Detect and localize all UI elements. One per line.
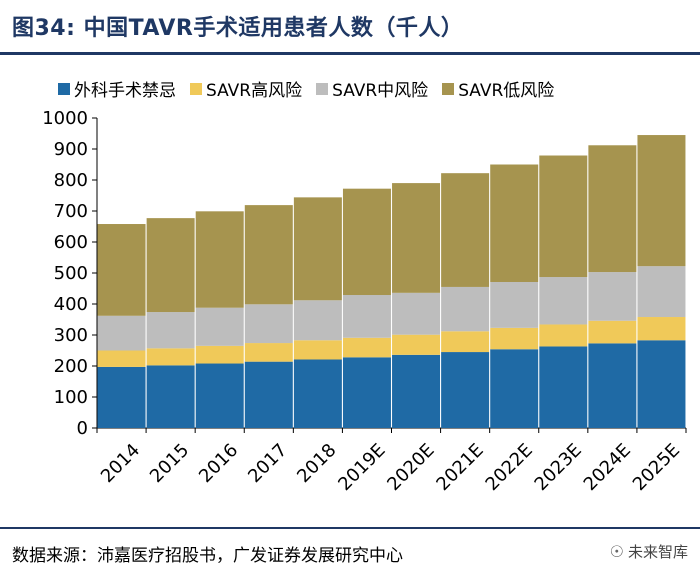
bar-segment: [293, 359, 342, 428]
data-source: 数据来源：沛嘉医疗招股书，广发证券发展研究中心: [12, 546, 403, 566]
x-tick-label: 2020E: [383, 440, 438, 495]
y-tick-label: 1000: [42, 108, 88, 129]
bar-segment: [490, 164, 539, 282]
bar-segment: [342, 295, 391, 338]
legend-item: SAVR低风险: [442, 76, 554, 101]
x-tick-label: 2016: [195, 440, 242, 487]
bar-segment: [441, 286, 490, 332]
y-tick-label: 100: [54, 387, 88, 408]
bar-segment: [146, 365, 195, 428]
bar-segment: [342, 357, 391, 428]
bar-segment: [539, 155, 588, 278]
y-tick-label: 500: [54, 263, 88, 284]
bar-segment: [588, 272, 637, 321]
bar-segment: [441, 173, 490, 287]
bar-segment: [588, 343, 637, 428]
bar-segment: [244, 343, 293, 362]
legend-item: SAVR中风险: [316, 76, 428, 101]
x-tick-label: 2017: [244, 440, 291, 487]
legend: 外科手术禁忌 SAVR高风险 SAVR中风险 SAVR低风险: [58, 76, 568, 101]
bar-segment: [392, 334, 441, 355]
legend-swatch: [316, 82, 329, 95]
bar-segment: [293, 300, 342, 341]
legend-swatch: [190, 82, 202, 95]
y-tick-label: 800: [54, 170, 88, 191]
x-tick-label: 2022E: [482, 440, 537, 495]
bar-segment: [97, 350, 146, 367]
legend-label: SAVR高风险: [206, 81, 303, 101]
bar-segment: [441, 352, 490, 428]
bar-segment: [490, 281, 539, 328]
bar-segment: [392, 292, 441, 335]
title-divider: [0, 52, 700, 55]
legend-swatch: [442, 82, 455, 95]
bar-segment: [588, 320, 637, 344]
legend-label: 外科手术禁忌: [74, 81, 176, 101]
bar-segment: [490, 327, 539, 350]
bar-segment: [244, 304, 293, 344]
source-divider: [0, 527, 700, 529]
legend-item: 外科手术禁忌: [58, 76, 176, 101]
brand-label: 未来智库: [627, 543, 688, 561]
legend-label: SAVR中风险: [332, 81, 429, 101]
bar-segment: [97, 366, 146, 428]
bar-segment: [293, 197, 342, 301]
y-tick-label: 600: [54, 232, 88, 253]
x-tick-label: 2019E: [334, 440, 389, 495]
wechat-icon: ☉: [609, 542, 624, 561]
bar-segment: [637, 317, 686, 341]
bar-segment: [637, 135, 686, 267]
x-tick-label: 2023E: [531, 440, 586, 495]
x-tick-label: 2015: [146, 440, 193, 487]
x-tick-label: 2025E: [629, 440, 684, 495]
legend-label: SAVR低风险: [458, 81, 555, 101]
bar-segment: [195, 307, 244, 346]
x-tick-label: 2014: [97, 440, 144, 487]
x-tick-label: 2024E: [580, 440, 635, 495]
bar-segment: [637, 266, 686, 318]
legend-swatch: [58, 82, 70, 95]
chart-title: 图34: 中国TAVR手术适用患者人数（千人）: [12, 16, 464, 41]
bar-segment: [146, 348, 195, 366]
y-tick-label: 900: [54, 139, 88, 160]
bar-segment: [392, 354, 441, 428]
bar-segment: [146, 312, 195, 349]
bar-segment: [539, 277, 588, 325]
bar-segment: [244, 361, 293, 428]
bar-segment: [244, 205, 293, 305]
bar-segment: [195, 211, 244, 308]
bar-segment: [195, 363, 244, 428]
bar-segment: [588, 145, 637, 273]
bar-segment: [342, 337, 391, 358]
bar-segment: [146, 218, 195, 313]
brand-watermark: ☉ 未来智库: [610, 541, 688, 562]
bar-segment: [342, 188, 391, 296]
bar-segment: [97, 224, 146, 316]
bar-segment: [539, 324, 588, 347]
bar-segment: [392, 183, 441, 293]
bar-segment: [490, 349, 539, 428]
bar-segment: [441, 331, 490, 353]
y-tick-label: 300: [54, 325, 88, 346]
y-tick-label: 700: [54, 201, 88, 222]
x-tick-label: 2021E: [432, 440, 487, 495]
bar-segment: [195, 345, 244, 364]
legend-item: SAVR高风险: [190, 76, 302, 101]
y-tick-label: 400: [54, 294, 88, 315]
bar-segment: [539, 346, 588, 428]
bar-segment: [637, 340, 686, 428]
bar-segment: [97, 315, 146, 351]
bar-segment: [293, 340, 342, 360]
y-tick-label: 200: [54, 356, 88, 377]
y-tick-label: 0: [77, 418, 88, 439]
